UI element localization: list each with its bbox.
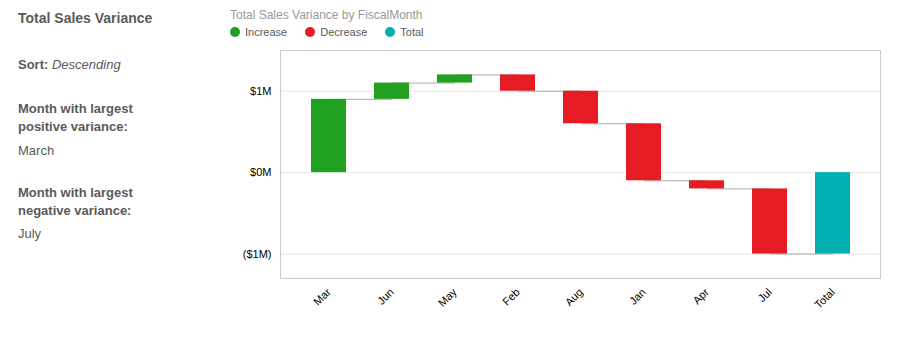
html-text:July: July xyxy=(18,225,42,241)
svg-text:$1M: $1M xyxy=(250,85,271,97)
svg-text:Jul: Jul xyxy=(755,286,773,304)
html-text:Month with largest negative va: Month with largest negative variance: xyxy=(18,184,133,218)
html-text:Month with largest positive va: Month with largest positive variance: xyxy=(18,101,133,135)
svg-text:Total: Total xyxy=(812,286,837,311)
svg-text:Aug: Aug xyxy=(563,286,585,308)
svg-text:May: May xyxy=(436,285,460,309)
svg-text:($1M): ($1M) xyxy=(243,248,272,260)
html-text:Increase: Increase xyxy=(245,26,288,38)
svg-text:Feb: Feb xyxy=(500,286,522,308)
html-text:Total Sales Variance: Total Sales Variance xyxy=(18,10,153,26)
html-text:Decrease: Decrease xyxy=(320,26,368,38)
svg-text:Mar: Mar xyxy=(311,286,333,308)
html-text:March: March xyxy=(18,142,55,158)
html-text:Total Sales Variance by Fiscal: Total Sales Variance by FiscalMonth xyxy=(230,8,423,22)
svg-text:Jan: Jan xyxy=(627,286,648,307)
svg-text:Jun: Jun xyxy=(375,286,396,307)
svg-text:Apr: Apr xyxy=(690,286,711,307)
svg-text:$0M: $0M xyxy=(250,166,271,178)
html-text:Sort: Descending: Sort: Descending xyxy=(18,57,121,72)
html-text:Total: Total xyxy=(400,26,424,38)
